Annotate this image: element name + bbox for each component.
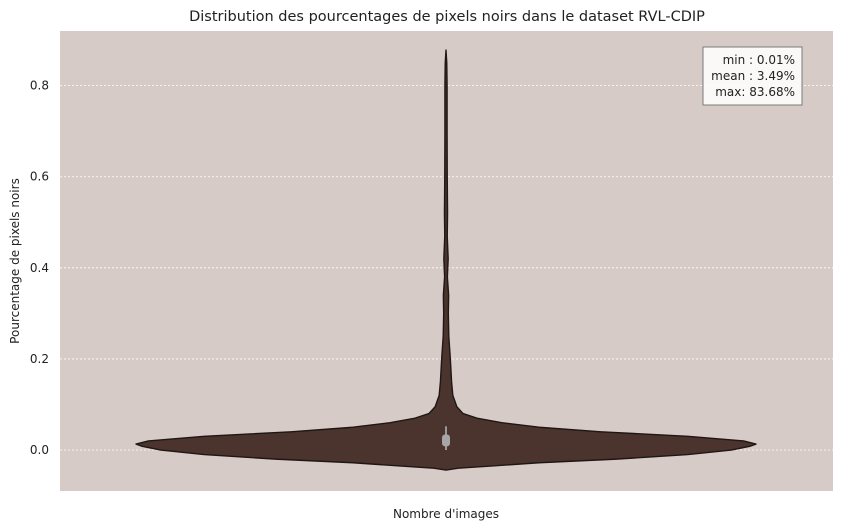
violin-body bbox=[135, 49, 757, 471]
stats-mean: mean : 3.49% bbox=[711, 69, 795, 83]
y-tick-label: 0.2 bbox=[30, 352, 49, 366]
stats-min: min : 0.01% bbox=[723, 53, 795, 67]
y-axis-ticks: 0.0 0.2 0.4 0.6 0.8 bbox=[30, 79, 49, 457]
violin-group bbox=[135, 49, 757, 471]
y-tick-label: 0.4 bbox=[30, 261, 49, 275]
y-axis-label: Pourcentage de pixels noirs bbox=[8, 178, 22, 344]
stats-box-frame bbox=[702, 46, 803, 106]
x-axis-label: Nombre d'images bbox=[393, 507, 499, 521]
stats-box: min : 0.01% mean : 3.49% max: 83.68% bbox=[702, 46, 803, 106]
chart-title: Distribution des pourcentages de pixels … bbox=[189, 9, 705, 25]
y-tick-label: 0.0 bbox=[30, 443, 49, 457]
y-tick-label: 0.8 bbox=[30, 79, 49, 93]
violin-iqr-box bbox=[442, 434, 450, 447]
stats-max: max: 83.68% bbox=[715, 85, 795, 99]
y-tick-label: 0.6 bbox=[30, 170, 49, 184]
